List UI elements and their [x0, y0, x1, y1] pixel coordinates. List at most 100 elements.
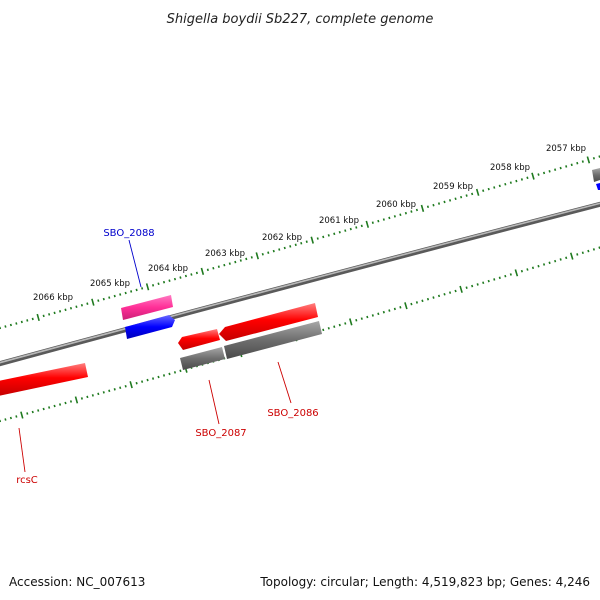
outer-ring-minor-tick: [355, 226, 358, 229]
inner-ring-major-tick: [129, 381, 133, 389]
outer-ring-minor-tick: [349, 227, 352, 231]
outer-ring-minor-tick: [86, 302, 89, 305]
kbp-label-2058: 2058 kbp: [490, 163, 530, 173]
gene-label-rcsc[interactable]: rcsC: [16, 475, 38, 486]
callout-line-sbo-2087: [208, 379, 220, 425]
outer-ring-minor-tick: [64, 308, 67, 312]
gene-sbo-2088-pink[interactable]: [121, 295, 173, 320]
outer-ring-minor-tick: [157, 282, 160, 286]
outer-ring-minor-tick: [570, 163, 573, 167]
inner-ring-minor-tick: [48, 406, 51, 409]
gene-sbo-2086-red[interactable]: [219, 303, 318, 341]
inner-ring-minor-tick: [493, 278, 496, 281]
outer-ring-major-tick: [475, 188, 480, 196]
inner-ring-minor-tick: [559, 258, 562, 261]
genome-summary-text: Topology: circular; Length: 4,519,823 bp…: [259, 575, 590, 589]
inner-ring-minor-tick: [80, 397, 83, 400]
genome-backbone-highlight: [0, 202, 600, 364]
outer-ring-minor-tick: [559, 166, 562, 170]
inner-ring-minor-tick: [415, 301, 419, 304]
inner-ring-minor-tick: [42, 407, 45, 411]
outer-ring-minor-tick: [537, 173, 540, 176]
inner-ring-major-tick: [74, 396, 79, 404]
inner-ring-minor-tick: [151, 377, 155, 380]
inner-ring-minor-tick: [531, 266, 535, 270]
outer-ring-minor-tick: [592, 156, 595, 160]
gene-label-sbo-2088[interactable]: SBO_2088: [103, 228, 154, 239]
inner-ring-minor-tick: [58, 403, 62, 406]
outer-ring-minor-tick: [272, 249, 275, 253]
gene-sbo-2087-grey[interactable]: [180, 347, 225, 370]
gene-sbo-2087-red[interactable]: [178, 329, 220, 350]
gene-edge-blue[interactable]: [596, 183, 600, 190]
inner-ring-minor-tick: [366, 315, 369, 319]
outer-ring-minor-tick: [487, 187, 490, 191]
gene-sbo-2086-grey[interactable]: [224, 321, 322, 359]
outer-ring-minor-tick: [504, 182, 507, 186]
outer-ring-minor-tick: [460, 195, 463, 199]
outer-ring-minor-tick: [448, 199, 452, 202]
outer-ring-minor-tick: [520, 178, 523, 181]
inner-ring-major-tick: [514, 269, 519, 277]
outer-ring-minor-tick: [162, 280, 166, 284]
inner-ring-minor-tick: [333, 325, 336, 328]
kbp-label-2057: 2057 kbp: [546, 144, 586, 154]
gene-edge-grey[interactable]: [592, 168, 600, 182]
outer-ring-minor-tick: [278, 248, 281, 251]
outer-ring-major-tick: [531, 172, 535, 180]
outer-ring-minor-tick: [300, 241, 303, 245]
outer-ring-minor-tick: [426, 205, 430, 209]
outer-ring-minor-tick: [48, 313, 51, 316]
kbp-label-2060: 2060 kbp: [376, 200, 416, 210]
gene-label-sbo-2087[interactable]: SBO_2087: [195, 428, 246, 439]
outer-ring-minor-tick: [360, 224, 363, 228]
outer-ring-minor-tick: [26, 319, 29, 322]
outer-ring-minor-tick: [565, 165, 568, 168]
inner-ring-minor-tick: [26, 412, 29, 415]
outer-ring-minor-tick: [75, 305, 78, 309]
inner-ring-minor-tick: [146, 378, 149, 382]
outer-ring-minor-tick: [388, 216, 391, 220]
outer-ring-minor-tick: [333, 232, 336, 236]
outer-ring-minor-tick: [217, 265, 220, 268]
inner-ring-minor-tick: [141, 380, 144, 383]
outer-ring-minor-tick: [267, 251, 270, 254]
outer-ring-minor-tick: [471, 192, 474, 196]
inner-ring-minor-tick: [355, 318, 358, 322]
outer-ring-minor-tick: [173, 277, 177, 281]
outer-ring-minor-tick: [245, 257, 248, 261]
outer-ring-minor-tick: [576, 161, 579, 165]
outer-ring-minor-tick: [113, 294, 116, 298]
inner-ring-minor-tick: [135, 381, 138, 385]
inner-ring-minor-tick: [113, 388, 116, 391]
inner-ring-minor-tick: [410, 302, 413, 306]
outer-ring-minor-tick: [206, 268, 209, 272]
inner-ring-minor-tick: [382, 310, 385, 314]
gene-rcsc-red[interactable]: [0, 363, 88, 396]
outer-ring-minor-tick: [179, 276, 182, 279]
gene-sbo-2088-blue[interactable]: [125, 315, 175, 339]
inner-ring-minor-tick: [476, 283, 479, 286]
inner-ring-minor-tick: [108, 389, 111, 393]
gene-label-sbo-2086[interactable]: SBO_2086: [267, 408, 318, 419]
outer-ring-major-tick: [420, 204, 425, 212]
outer-ring-minor-tick: [97, 299, 100, 302]
outer-ring-minor-tick: [581, 160, 584, 163]
inner-ring-minor-tick: [421, 299, 424, 303]
outer-ring-major-tick: [586, 156, 591, 164]
callout-line-rcsc: [18, 427, 26, 473]
outer-ring-minor-tick: [250, 256, 253, 259]
outer-ring-minor-tick: [289, 245, 292, 248]
outer-ring-minor-tick: [344, 229, 347, 232]
outer-ring-minor-tick: [20, 320, 23, 324]
inner-ring-major-tick: [404, 302, 408, 310]
outer-ring-minor-tick: [294, 243, 297, 247]
inner-ring-minor-tick: [526, 268, 529, 271]
inner-ring-minor-tick: [124, 384, 127, 388]
inner-ring-minor-tick: [371, 314, 374, 317]
inner-ring-minor-tick: [37, 409, 40, 412]
inner-ring-minor-tick: [393, 307, 396, 311]
outer-ring-minor-tick: [548, 170, 551, 173]
outer-ring-minor-tick: [526, 176, 529, 180]
